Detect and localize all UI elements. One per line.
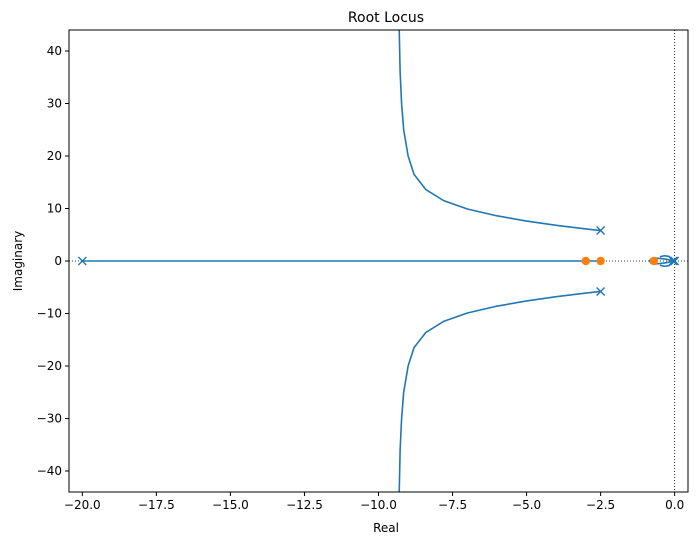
zero-marker-2 [649,256,659,266]
pole-marker-0 [77,256,87,266]
y-tick-label-1: −30 [37,412,62,426]
y-tick-label-0: −40 [37,464,62,478]
y-tick-label-8: 40 [47,44,62,58]
y-tick-label-3: −10 [37,307,62,321]
y-tick-label-6: 20 [47,149,62,163]
x-tick-label-2: −15.0 [212,498,249,512]
x-tick-label-7: −2.5 [586,498,615,512]
locus-branch-3 [648,257,675,265]
x-tick-label-0: −20.0 [64,498,101,512]
y-axis-label: Imaginary [11,231,25,292]
x-tick-label-8: 0.0 [665,498,684,512]
y-tick-label-7: 30 [47,97,62,111]
x-tick-label-6: −5.0 [512,498,541,512]
y-tick-label-2: −20 [37,359,62,373]
y-tick-label-5: 10 [47,202,62,216]
locus-branch-0 [398,30,601,232]
pole-marker-3 [670,256,680,266]
chart-title: Root Locus [348,10,424,26]
x-tick-label-5: −7.5 [438,498,467,512]
zero-marker-1 [596,256,605,266]
x-tick-label-1: −17.5 [138,498,175,512]
y-tick-label-4: 0 [54,254,62,268]
x-tick-label-3: −12.5 [286,498,323,512]
x-axis-label: Real [373,521,399,535]
pole-marker-1 [596,226,606,236]
zero-marker-0 [581,256,591,266]
plot-clip-group [69,30,688,492]
x-tick-label-4: −10.0 [360,498,397,512]
locus-branch-1 [398,290,601,492]
plot-area: −20.0 −17.5 −15.0 −12.5 −10.0 −7.5 −5.0 −2.5 0.0… [37,29,689,512]
pole-marker-4 [668,256,678,266]
pole-marker-2 [596,286,606,296]
